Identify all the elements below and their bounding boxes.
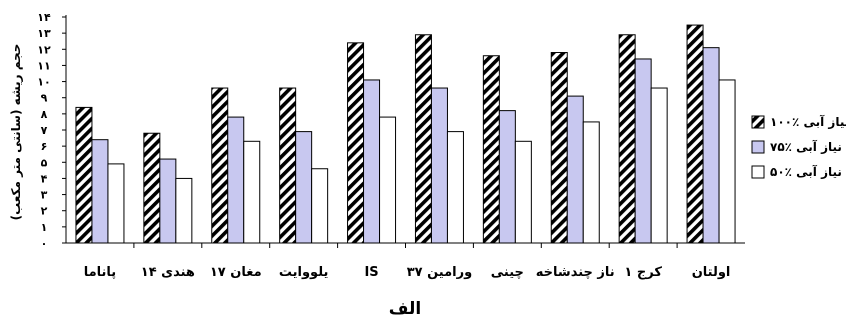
legend-swatch	[751, 165, 765, 179]
x-category-label: چینی	[491, 265, 524, 280]
legend-label: ۱۰۰٪ نیاز آبی	[770, 114, 846, 129]
bar-100	[686, 24, 704, 244]
y-tick-label: ۵	[41, 156, 48, 169]
y-tick-label: ۱	[41, 221, 48, 234]
x-category-label: هندی ۱۴	[141, 265, 195, 280]
bar-75	[430, 87, 448, 244]
y-tick-label: ۱۰	[37, 76, 50, 89]
x-category-label: پاناما	[84, 265, 116, 280]
y-tick-label: ۱۳	[37, 27, 51, 40]
y-tick-label: ۸	[41, 108, 48, 121]
x-category-label: کرج ۱	[624, 265, 662, 280]
bar-100	[414, 34, 432, 244]
bar-100	[143, 132, 161, 244]
legend-label: ۵۰٪ نیاز آبی	[770, 164, 842, 179]
bar-75	[498, 110, 516, 244]
legend-label: ۷۵٪ نیاز آبی	[770, 139, 842, 154]
legend-swatch	[751, 140, 765, 154]
bar-50	[582, 121, 600, 244]
bar-75	[702, 47, 720, 244]
y-tick-label: ۰	[41, 237, 48, 250]
bar-75	[363, 79, 381, 244]
x-category-label: یلووایت	[279, 265, 329, 280]
bar-100	[618, 34, 636, 244]
bar-75	[159, 158, 177, 244]
y-tick-label: ۶	[41, 140, 48, 153]
bar-50	[107, 163, 125, 244]
bar-75	[91, 139, 109, 244]
y-tick-label: ۹	[41, 92, 48, 105]
x-axis-categories: پاناما هندی ۱۴ مغان ۱۷ یلووایت IS ورامین ۳۷ چی…	[84, 243, 731, 280]
bar-75	[634, 58, 652, 244]
bar-100	[550, 52, 568, 244]
y-tick-label: ۳	[41, 189, 48, 202]
bar-100	[347, 42, 365, 244]
bar-50	[379, 116, 397, 244]
y-tick-label: ۱۴	[37, 11, 51, 24]
bars	[75, 24, 736, 244]
x-category-label: IS	[364, 265, 378, 280]
legend: ۱۰۰٪ نیاز آبی ۷۵٪ نیاز آبی ۵۰٪ نیاز آبی	[751, 114, 846, 179]
bar-50	[175, 177, 193, 244]
bar-100	[211, 87, 229, 244]
y-axis-label: حجم ریشه (سانتی متر مکعب)	[9, 44, 23, 221]
x-category-label: مغان ۱۷	[210, 265, 262, 280]
bar-50	[650, 87, 668, 244]
y-tick-label: ۴	[41, 172, 48, 185]
bar-100	[75, 106, 93, 244]
bar-50	[446, 131, 464, 244]
y-tick-label: ۱۲	[37, 43, 51, 56]
y-tick-label: ۲	[41, 205, 48, 218]
bar-75	[566, 95, 584, 244]
bar-50	[718, 79, 736, 244]
bar-100	[482, 55, 500, 244]
x-category-label: اولتان	[692, 265, 731, 280]
y-tick-label: ۷	[41, 124, 48, 137]
bar-50	[514, 140, 532, 244]
legend-swatch	[751, 115, 765, 129]
y-tick-label: ۱۱	[37, 59, 50, 72]
bar-75	[227, 116, 245, 244]
x-category-label: ورامین ۳۷	[407, 265, 472, 280]
bar-50	[311, 168, 329, 244]
bar-100	[279, 87, 297, 244]
bar-50	[243, 140, 261, 244]
panel-label: الف	[389, 299, 421, 319]
x-category-label: ناز چندشاخه	[536, 265, 615, 280]
bar-75	[295, 131, 313, 244]
